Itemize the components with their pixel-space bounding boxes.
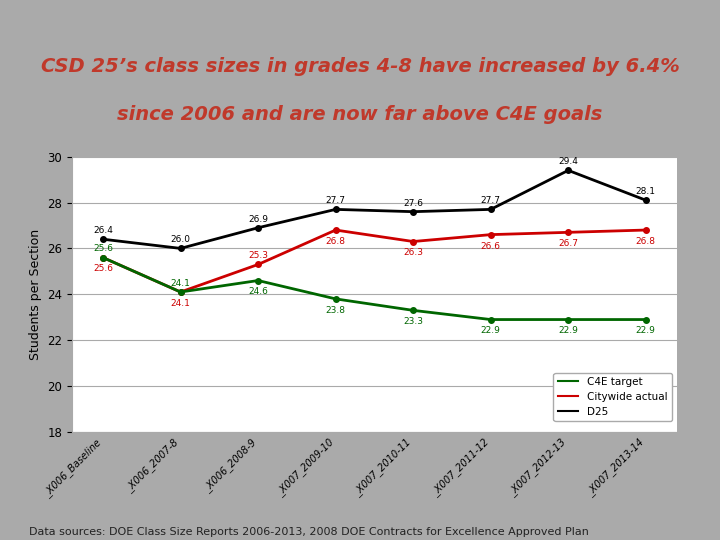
D25 [331, 206, 340, 213]
Text: 26.9: 26.9 [248, 214, 268, 224]
C4E target [409, 307, 418, 314]
Text: 28.1: 28.1 [636, 187, 656, 196]
Text: 27.6: 27.6 [403, 199, 423, 207]
C4E target [99, 254, 107, 261]
Text: since 2006 and are now far above C4E goals: since 2006 and are now far above C4E goa… [117, 105, 603, 124]
Text: 24.1: 24.1 [171, 299, 191, 308]
Text: 22.9: 22.9 [558, 327, 578, 335]
Text: 25.3: 25.3 [248, 251, 268, 260]
Text: 26.6: 26.6 [481, 241, 500, 251]
D25 [564, 167, 572, 174]
Text: 26.0: 26.0 [171, 235, 191, 244]
Text: 26.4: 26.4 [93, 226, 113, 235]
Text: 22.9: 22.9 [481, 327, 500, 335]
Citywide actual [487, 232, 495, 238]
Text: 26.7: 26.7 [558, 239, 578, 248]
Text: CSD 25’s class sizes in grades 4-8 have increased by 6.4%: CSD 25’s class sizes in grades 4-8 have … [40, 57, 680, 76]
Line: D25: D25 [100, 167, 649, 251]
Text: 25.6: 25.6 [93, 245, 113, 253]
Text: 26.8: 26.8 [636, 237, 656, 246]
D25 [99, 236, 107, 242]
Line: Citywide actual: Citywide actual [100, 227, 649, 295]
Text: 27.7: 27.7 [325, 196, 346, 205]
D25 [409, 208, 418, 215]
Y-axis label: Students per Section: Students per Section [29, 229, 42, 360]
C4E target [253, 278, 262, 284]
Line: C4E target: C4E target [100, 255, 649, 322]
Text: 27.7: 27.7 [481, 196, 500, 205]
Citywide actual [564, 229, 572, 235]
Citywide actual [642, 227, 650, 233]
Citywide actual [253, 261, 262, 268]
Text: 22.9: 22.9 [636, 327, 656, 335]
D25 [487, 206, 495, 213]
D25 [176, 245, 185, 252]
Text: 25.6: 25.6 [93, 265, 113, 273]
Citywide actual [409, 238, 418, 245]
Text: 29.4: 29.4 [558, 157, 578, 166]
C4E target [487, 316, 495, 323]
Text: 24.6: 24.6 [248, 287, 268, 296]
Citywide actual [176, 289, 185, 295]
D25 [253, 225, 262, 231]
Citywide actual [99, 254, 107, 261]
D25 [642, 197, 650, 204]
Text: 26.3: 26.3 [403, 248, 423, 258]
C4E target [564, 316, 572, 323]
C4E target [176, 289, 185, 295]
Text: 23.3: 23.3 [403, 318, 423, 326]
Citywide actual [331, 227, 340, 233]
Legend: C4E target, Citywide actual, D25: C4E target, Citywide actual, D25 [554, 373, 672, 421]
Text: 26.8: 26.8 [325, 237, 346, 246]
Text: 24.1: 24.1 [171, 279, 191, 288]
Text: Data sources: DOE Class Size Reports 2006-2013, 2008 DOE Contracts for Excellenc: Data sources: DOE Class Size Reports 200… [29, 527, 589, 537]
Text: 23.8: 23.8 [325, 306, 346, 315]
C4E target [331, 296, 340, 302]
C4E target [642, 316, 650, 323]
